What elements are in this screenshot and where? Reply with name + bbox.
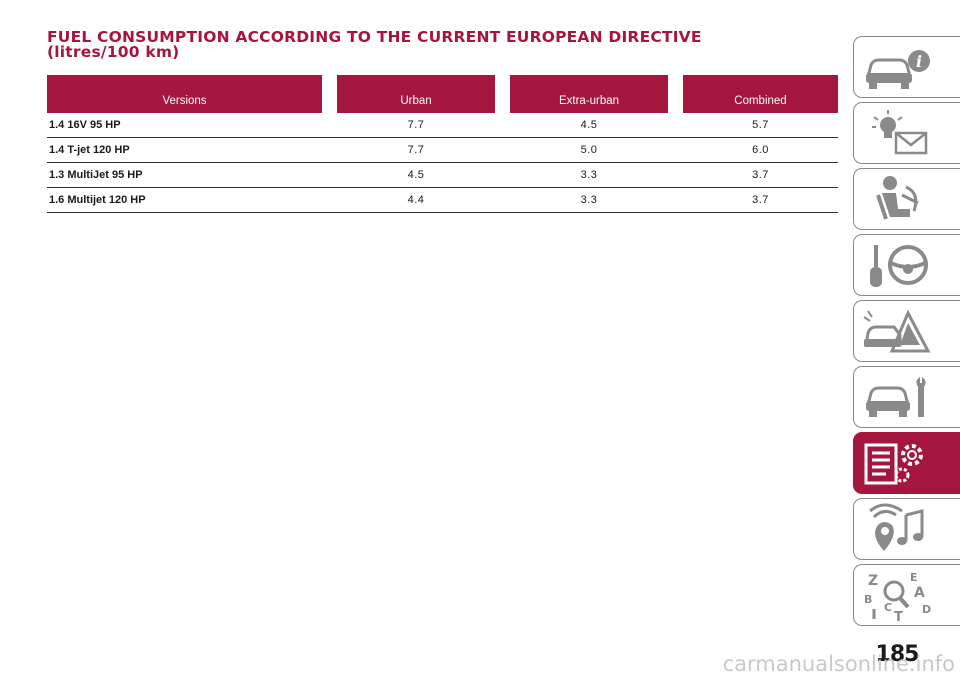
table-header-row: Versions Urban Extra-urban Combined — [47, 75, 838, 113]
tab-knowing-your-car[interactable]: i — [853, 36, 960, 98]
tab-technical-data[interactable] — [853, 432, 960, 494]
tab-emergency[interactable] — [853, 300, 960, 362]
version-cell: 1.4 T-jet 120 HP — [47, 137, 322, 163]
fuel-consumption-table: Versions Urban Extra-urban Combined 1.4 … — [47, 75, 838, 213]
chapter-sidebar: i — [853, 0, 960, 678]
index-letter: Z — [868, 573, 878, 589]
urban-cell: 7.7 — [337, 113, 495, 138]
technical-data-icon — [864, 443, 923, 485]
emergency-breakdown-icon — [863, 309, 931, 353]
combined-cell: 5.7 — [683, 113, 838, 138]
urban-cell: 4.5 — [337, 162, 495, 188]
version-cell: 1.3 MultiJet 95 HP — [47, 162, 322, 188]
index-letter: D — [922, 603, 931, 616]
index-letter: C — [884, 601, 892, 614]
multimedia-icon — [869, 503, 924, 551]
index-letter: A — [914, 585, 925, 601]
header-urban: Urban — [337, 75, 495, 113]
table-row: 1.4 T-jet 120 HP 7.7 5.0 6.0 — [47, 137, 838, 163]
tab-multimedia[interactable] — [853, 498, 960, 560]
table-row: 1.4 16V 95 HP 7.7 4.5 5.7 — [47, 113, 838, 138]
tab-safety[interactable] — [853, 168, 960, 230]
warning-lights-message-icon — [872, 110, 928, 155]
index-letter: B — [864, 593, 872, 606]
index-letter: E — [910, 571, 918, 584]
extra-urban-cell: 5.0 — [510, 137, 668, 163]
car-info-icon: i — [866, 50, 930, 89]
extra-urban-cell: 4.5 — [510, 113, 668, 138]
extra-urban-cell: 3.3 — [510, 162, 668, 188]
page-title: FUEL CONSUMPTION ACCORDING TO THE CURREN… — [47, 28, 827, 61]
alphabetical-index-icon: Z E A B C D T — [864, 571, 931, 621]
tab-starting-driving[interactable] — [853, 234, 960, 296]
urban-cell: 7.7 — [337, 137, 495, 163]
extra-urban-cell: 3.3 — [510, 187, 668, 213]
title-line-1: FUEL CONSUMPTION ACCORDING TO THE CURREN… — [47, 28, 702, 46]
tab-index[interactable]: Z E A B C D T — [853, 564, 960, 626]
tab-servicing[interactable] — [853, 366, 960, 428]
combined-cell: 3.7 — [683, 162, 838, 188]
watermark: carmanualsonline.info — [722, 652, 955, 676]
seat-airbag-icon — [876, 176, 919, 220]
table-row: 1.6 Multijet 120 HP 4.4 3.3 3.7 — [47, 187, 838, 213]
title-line-2: (litres/100 km) — [47, 43, 180, 61]
combined-cell: 3.7 — [683, 187, 838, 213]
version-cell: 1.4 16V 95 HP — [47, 113, 322, 138]
table-row: 1.3 MultiJet 95 HP 4.5 3.3 3.7 — [47, 162, 838, 188]
urban-cell: 4.4 — [337, 187, 495, 213]
combined-cell: 6.0 — [683, 137, 838, 163]
page-number: 185 — [875, 642, 920, 667]
car-maintenance-icon — [866, 377, 926, 417]
tab-warning-lights[interactable] — [853, 102, 960, 164]
index-letter: T — [894, 610, 903, 621]
version-cell: 1.6 Multijet 120 HP — [47, 187, 322, 213]
header-versions: Versions — [47, 75, 322, 113]
key-steering-wheel-icon — [870, 245, 928, 287]
header-extra-urban: Extra-urban — [510, 75, 668, 113]
svg-text:i: i — [916, 52, 922, 71]
header-combined: Combined — [683, 75, 838, 113]
